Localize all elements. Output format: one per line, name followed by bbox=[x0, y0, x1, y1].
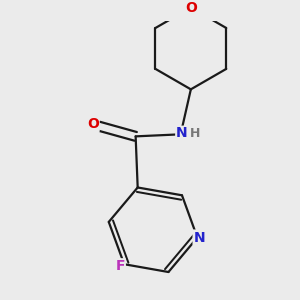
Text: N: N bbox=[176, 126, 188, 140]
Text: O: O bbox=[185, 1, 197, 15]
Text: O: O bbox=[87, 117, 99, 131]
Text: N: N bbox=[194, 231, 205, 244]
Text: H: H bbox=[190, 127, 200, 140]
Text: F: F bbox=[115, 259, 125, 273]
